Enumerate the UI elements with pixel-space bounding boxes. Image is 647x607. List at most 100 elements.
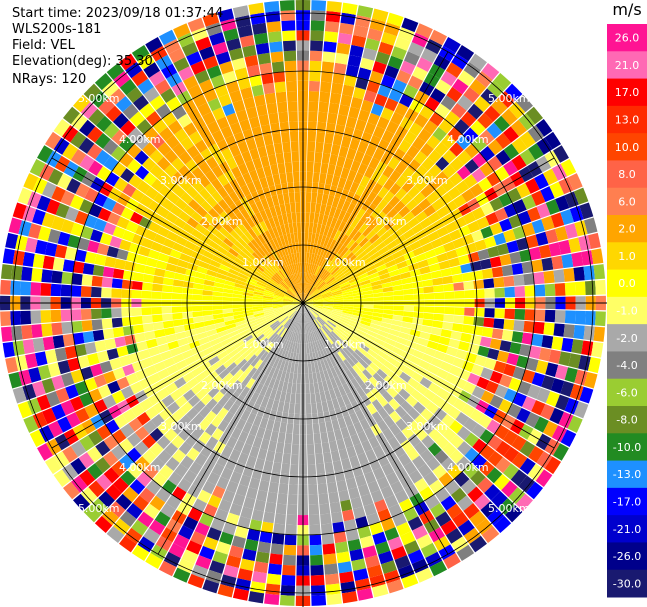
ppi-cell: [443, 353, 456, 365]
ppi-cell: [340, 12, 356, 25]
ppi-cell: [177, 558, 195, 574]
ppi-cell: [232, 5, 250, 19]
ppi-cell: [286, 254, 292, 265]
ppi-cell: [248, 2, 265, 15]
ppi-cell: [263, 353, 272, 364]
ppi-cell: [237, 452, 249, 465]
ppi-cell: [501, 264, 514, 277]
ppi-cell: [327, 481, 338, 494]
ppi-cell: [489, 394, 504, 409]
ppi-cell: [510, 119, 527, 137]
ppi-cell: [252, 293, 264, 298]
ppi-cell: [279, 349, 287, 361]
ppi-cell: [452, 237, 465, 249]
colorbar-tick-label: 2.0: [618, 223, 636, 236]
ppi-cell: [151, 291, 163, 300]
ppi-cell: [322, 247, 329, 258]
ppi-cell: [329, 501, 342, 514]
ppi-cell: [338, 489, 350, 502]
ppi-cell: [272, 368, 280, 380]
ppi-cell: [328, 491, 340, 504]
ppi-cell: [270, 164, 279, 176]
ppi-cell: [343, 299, 354, 302]
ppi-cell: [387, 156, 400, 170]
ppi-cell: [119, 510, 137, 527]
ppi-cell: [463, 280, 475, 290]
ppi-cell: [264, 593, 280, 606]
ppi-cell: [286, 423, 294, 434]
ppi-cell: [61, 219, 75, 234]
ppi-cell: [313, 303, 324, 306]
ppi-cell: [514, 286, 526, 298]
ppi-cell: [472, 438, 487, 454]
ppi-cell: [137, 53, 155, 70]
ppi-cell: [443, 314, 455, 323]
ppi-cell: [295, 303, 303, 310]
ppi-cell: [322, 325, 331, 334]
ppi-cell: [128, 417, 143, 432]
ppi-cell: [376, 476, 390, 490]
ppi-cell: [449, 449, 464, 464]
ppi-cell: [248, 274, 259, 282]
ppi-cell: [358, 237, 369, 248]
ppi-cell: [407, 41, 425, 57]
ppi-cell: [430, 327, 442, 336]
ppi-cell: [232, 99, 246, 113]
ppi-cell: [371, 584, 389, 598]
ppi-cell: [273, 523, 286, 535]
ppi-cell: [38, 425, 55, 443]
ppi-cell: [336, 324, 347, 332]
ppi-cell: [225, 135, 237, 148]
ppi-cell: [458, 254, 470, 265]
ppi-cell: [415, 343, 427, 353]
ppi-cell: [311, 331, 317, 342]
ppi-cell: [421, 421, 435, 435]
ppi-cell: [246, 181, 257, 194]
ppi-cell: [257, 541, 271, 554]
ppi-cell: [289, 287, 297, 296]
ppi-cell: [253, 331, 263, 340]
ppi-cell: [410, 204, 423, 217]
ppi-cell: [154, 511, 171, 527]
ppi-cell: [319, 91, 331, 103]
ppi-cell: [432, 320, 444, 329]
ppi-cell: [320, 257, 328, 268]
ppi-cell: [52, 335, 65, 349]
ppi-cell: [448, 257, 461, 268]
ppi-cell: [273, 292, 284, 298]
ppi-cell: [277, 313, 287, 321]
ppi-cell: [277, 401, 285, 413]
ppi-cell: [595, 311, 606, 327]
ppi-cell: [363, 307, 374, 313]
ppi-cell: [273, 273, 283, 283]
ppi-cell: [400, 439, 414, 453]
ppi-cell: [372, 531, 387, 545]
ppi-cell: [283, 255, 290, 266]
ppi-cell: [408, 469, 423, 484]
ppi-cell: [268, 318, 278, 326]
ppi-cell: [125, 61, 143, 79]
ppi-cell: [211, 178, 223, 191]
ppi-cell: [365, 449, 377, 462]
ppi-cell: [336, 114, 348, 127]
ppi-cell: [55, 387, 70, 403]
ppi-cell: [274, 390, 282, 402]
ppi-cell: [456, 134, 472, 150]
ppi-cell: [364, 352, 375, 362]
ppi-cell: [485, 212, 499, 226]
ppi-cell: [306, 433, 314, 445]
ppi-cell: [322, 307, 333, 312]
ppi-cell: [127, 463, 143, 479]
ppi-cell: [282, 453, 291, 465]
ppi-cell: [75, 407, 90, 424]
ppi-cell: [294, 273, 299, 284]
ppi-cell: [158, 29, 177, 46]
ppi-cell: [268, 217, 276, 229]
ppi-cell: [57, 173, 72, 190]
ppi-cell: [207, 333, 219, 342]
ppi-cell: [122, 486, 139, 503]
ppi-cell: [395, 188, 408, 201]
ppi-cell: [360, 493, 374, 507]
ppi-cell: [494, 166, 510, 182]
ppi-cell: [240, 506, 254, 519]
